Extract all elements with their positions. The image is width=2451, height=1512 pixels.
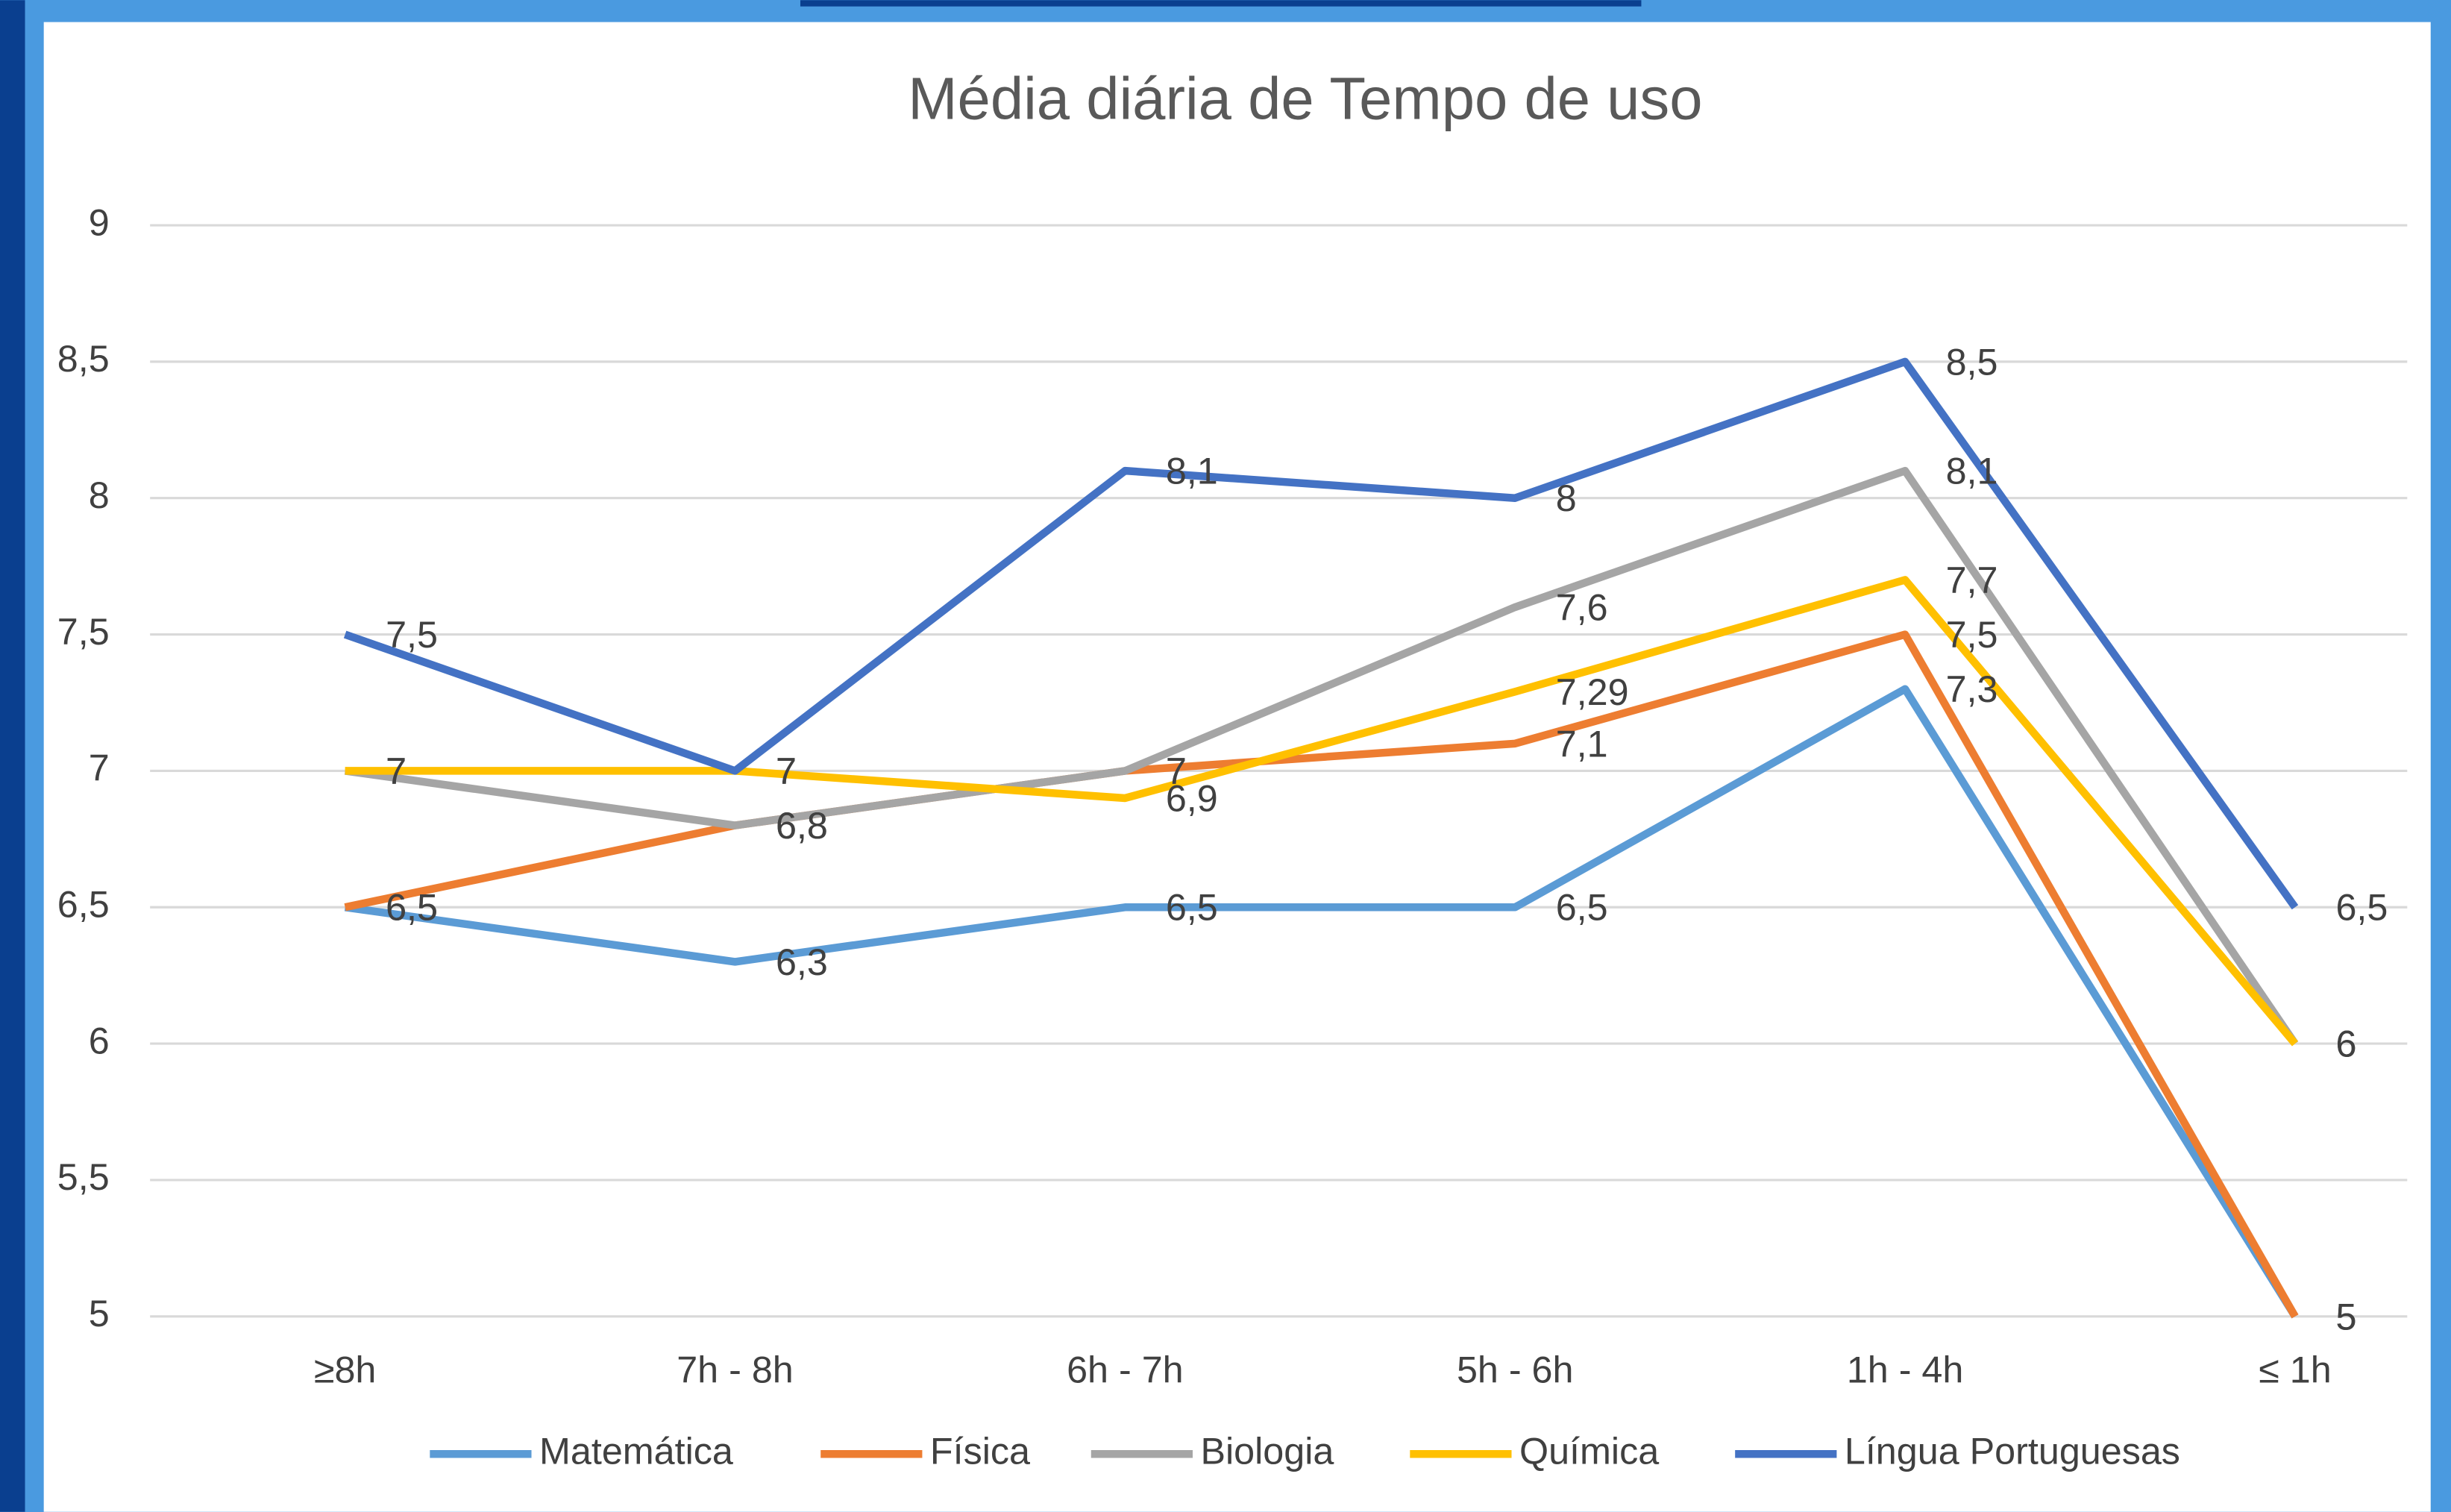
data-label: 7 <box>386 750 407 792</box>
data-label: 6 <box>2335 1023 2356 1065</box>
data-label: 6,5 <box>1166 886 1218 929</box>
data-label: 7,3 <box>1946 668 1998 710</box>
y-tick-label: 8 <box>89 474 110 516</box>
y-tick-label: 7 <box>89 747 110 789</box>
data-label: 8,5 <box>1946 340 1998 383</box>
y-tick-label: 6 <box>89 1019 110 1061</box>
legend-label: Física <box>930 1429 1030 1472</box>
y-tick-label: 5 <box>89 1292 110 1334</box>
data-label: 6,5 <box>386 886 438 929</box>
legend-label: Biologia <box>1200 1429 1334 1472</box>
y-tick-label: 8,5 <box>57 337 110 380</box>
data-label: 7,29 <box>1556 671 1629 713</box>
data-label: 6,8 <box>776 804 828 847</box>
data-label: 5 <box>2335 1295 2356 1337</box>
x-tick-label: ≥8h <box>314 1349 377 1391</box>
chart-title: Média diária de Tempo de uso <box>908 66 1702 132</box>
series-line <box>344 466 2299 1047</box>
series-line <box>343 357 2299 910</box>
data-label: 5 <box>2335 1295 2356 1337</box>
x-tick-label: 1h - 4h <box>1847 1349 1964 1391</box>
data-label: 6,5 <box>2335 886 2388 929</box>
x-tick-label: ≤ 1h <box>2259 1349 2332 1391</box>
data-label: 6 <box>2335 1023 2356 1065</box>
data-label: 6,3 <box>776 941 828 983</box>
data-label: 7,6 <box>1556 586 1608 628</box>
data-label: 7 <box>1166 750 1187 792</box>
data-label: 6,8 <box>776 804 828 847</box>
frame-strip <box>0 0 25 1512</box>
series-line <box>344 685 2299 1319</box>
y-tick-label: 7,5 <box>57 610 110 653</box>
data-label: 6,5 <box>386 886 438 929</box>
series-line <box>345 576 2298 1047</box>
x-tick-label: 6h - 7h <box>1067 1349 1184 1391</box>
data-label: 7 <box>386 750 407 792</box>
data-label: 7,1 <box>1556 722 1608 765</box>
y-tick-label: 9 <box>89 201 110 243</box>
data-label: 8 <box>1556 477 1577 519</box>
legend-label: Química <box>1519 1429 1659 1472</box>
data-label: 6,5 <box>1556 886 1608 929</box>
data-label: 8,1 <box>1946 450 1998 492</box>
legend-label: Língua Portuguesas <box>1845 1429 2180 1472</box>
legend-label: Matemática <box>539 1429 733 1472</box>
data-label: 7 <box>776 750 797 792</box>
series-line <box>344 630 2299 1319</box>
data-label: 7,7 <box>1946 559 1998 601</box>
data-label: 7,5 <box>1946 613 1998 656</box>
data-label: 8,1 <box>1166 450 1218 492</box>
y-tick-label: 5,5 <box>57 1155 110 1198</box>
x-tick-label: 7h - 8h <box>677 1349 794 1391</box>
data-label: 7,5 <box>386 613 438 656</box>
y-tick-label: 6,5 <box>57 883 110 926</box>
x-tick-label: 5h - 6h <box>1457 1349 1574 1391</box>
data-label: 7 <box>776 750 797 792</box>
data-label: 6,9 <box>1166 777 1218 819</box>
frame-bar <box>800 0 1642 7</box>
data-label: 7 <box>1166 750 1187 792</box>
